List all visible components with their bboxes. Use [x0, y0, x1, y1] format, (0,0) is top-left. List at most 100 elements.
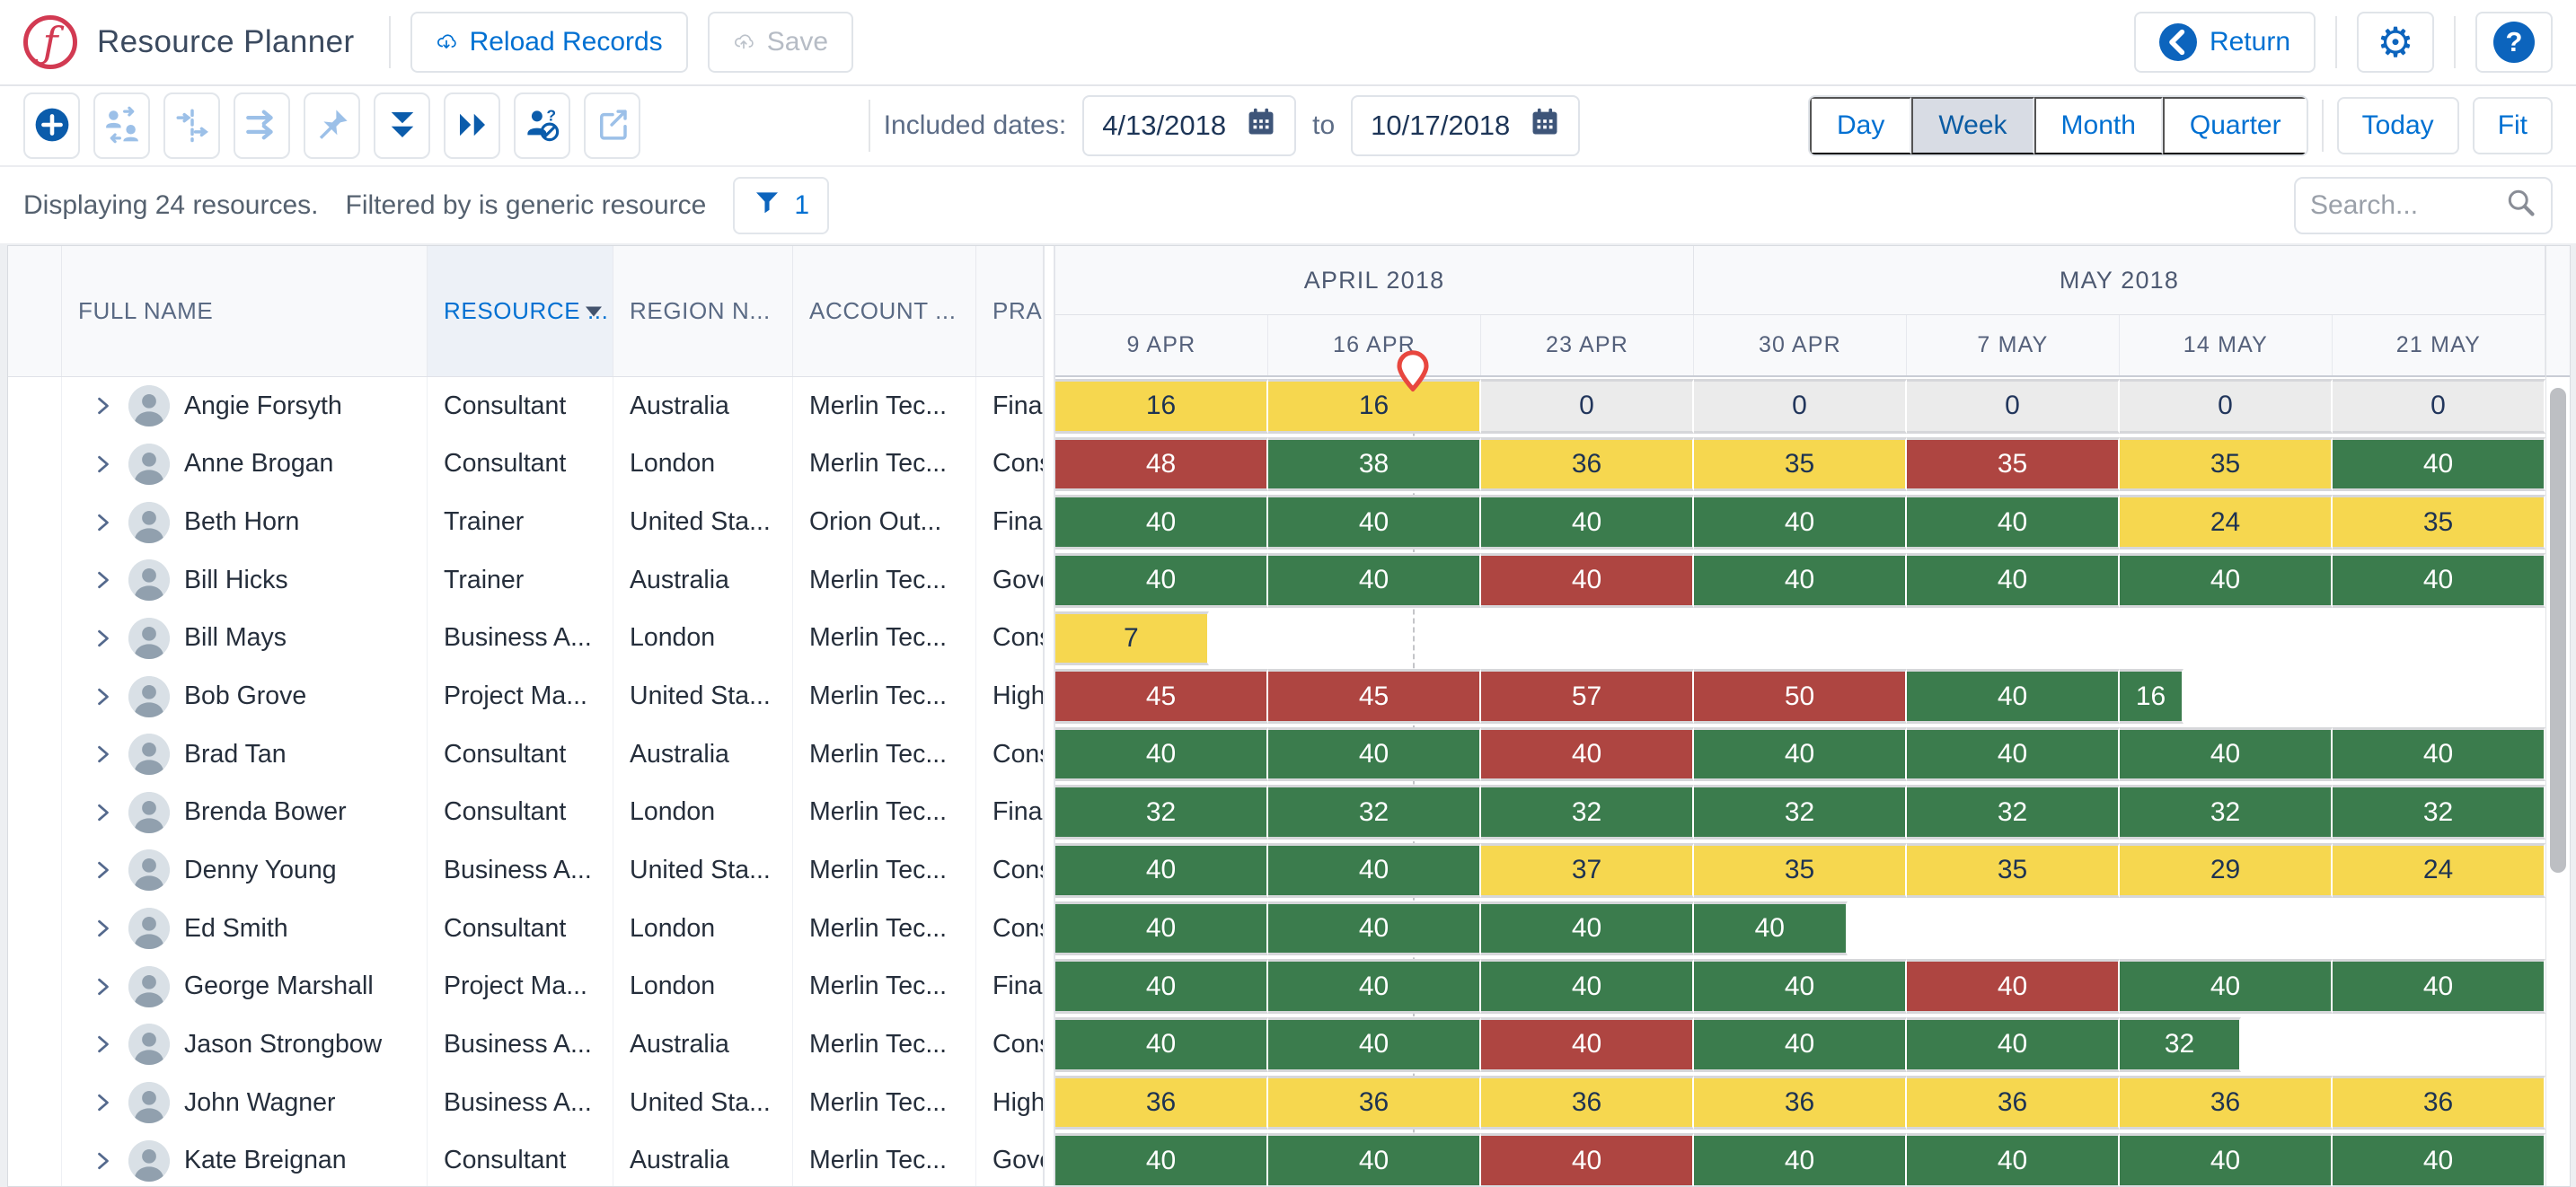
reload-records-button[interactable]: Reload Records: [410, 12, 688, 73]
allocation-cell[interactable]: 36: [1481, 1075, 1694, 1130]
scroll-next-button[interactable]: [444, 92, 500, 159]
allocation-cell[interactable]: 40: [1481, 552, 1694, 608]
allocation-cell[interactable]: 32: [2120, 785, 2333, 840]
allocation-cell[interactable]: 40: [1055, 1017, 1268, 1072]
date-to-input[interactable]: 10/17/2018: [1351, 95, 1581, 156]
expand-chevron-icon[interactable]: [93, 976, 114, 998]
allocation-cell[interactable]: 0: [2333, 379, 2545, 434]
resource-name-cell[interactable]: John Wagner: [62, 1073, 428, 1132]
allocation-cell[interactable]: 37: [1481, 843, 1694, 898]
panel-splitter[interactable]: [1043, 246, 1055, 1186]
zoom-option-day[interactable]: Day: [1810, 97, 1912, 154]
allocation-cell[interactable]: 40: [1907, 495, 2120, 550]
expand-chevron-icon[interactable]: [93, 569, 114, 591]
allocation-cell[interactable]: 40: [1907, 1133, 2120, 1186]
fit-button[interactable]: Fit: [2472, 97, 2554, 154]
resource-name-cell[interactable]: Beth Horn: [62, 493, 428, 551]
allocation-cell[interactable]: 40: [1694, 1133, 1907, 1186]
filter-button[interactable]: 1: [733, 176, 830, 234]
allocation-cell[interactable]: 40: [1268, 843, 1481, 898]
allocation-cell[interactable]: 35: [2333, 495, 2545, 550]
allocation-cell[interactable]: 24: [2333, 843, 2545, 898]
expand-chevron-icon[interactable]: [93, 802, 114, 823]
allocation-cell[interactable]: 0: [1907, 379, 2120, 434]
resource-name-cell[interactable]: Denny Young: [62, 841, 428, 900]
allocation-cell[interactable]: 24: [2120, 495, 2333, 550]
expand-chevron-icon[interactable]: [93, 512, 114, 533]
allocation-cell[interactable]: 35: [1907, 843, 2120, 898]
resource-name-cell[interactable]: Jason Strongbow: [62, 1016, 428, 1074]
expand-chevron-icon[interactable]: [93, 628, 114, 649]
allocation-cell[interactable]: 32: [1694, 785, 1907, 840]
allocation-cell[interactable]: 50: [1694, 669, 1907, 724]
allocation-cell[interactable]: 36: [2120, 1075, 2333, 1130]
allocation-cell[interactable]: 40: [2333, 552, 2545, 608]
allocation-cell[interactable]: 57: [1481, 669, 1694, 724]
allocation-cell[interactable]: 0: [1481, 379, 1694, 434]
allocation-cell[interactable]: 40: [1055, 843, 1268, 898]
resource-name-cell[interactable]: Angie Forsyth: [62, 377, 428, 435]
resource-name-cell[interactable]: Ed Smith: [62, 899, 428, 958]
allocation-cell[interactable]: 40: [1055, 726, 1268, 782]
search-icon[interactable]: [2504, 186, 2536, 225]
allocation-cell[interactable]: 45: [1055, 669, 1268, 724]
allocation-cell[interactable]: 40: [1481, 959, 1694, 1015]
allocation-cell[interactable]: 40: [1268, 552, 1481, 608]
allocation-cell[interactable]: 32: [2333, 785, 2545, 840]
allocation-cell[interactable]: 40: [2120, 959, 2333, 1015]
allocation-cell[interactable]: 40: [1907, 1017, 2120, 1072]
expand-chevron-icon[interactable]: [93, 453, 114, 475]
allocation-cell[interactable]: 0: [2120, 379, 2333, 434]
resource-name-cell[interactable]: Kate Breignan: [62, 1131, 428, 1186]
allocation-cell[interactable]: 40: [1694, 901, 1848, 956]
expand-chevron-icon[interactable]: [93, 1033, 114, 1055]
allocation-cell[interactable]: 16: [1268, 379, 1481, 434]
allocation-cell[interactable]: 40: [1481, 495, 1694, 550]
open-external-button[interactable]: [584, 92, 640, 159]
pin-assignment-button[interactable]: [304, 92, 360, 159]
resource-name-cell[interactable]: Bob Grove: [62, 667, 428, 725]
resource-name-cell[interactable]: Brenda Bower: [62, 783, 428, 842]
allocation-cell[interactable]: 40: [1481, 901, 1694, 956]
allocation-cell[interactable]: 40: [1481, 726, 1694, 782]
expand-chevron-icon[interactable]: [93, 918, 114, 939]
allocation-cell[interactable]: 40: [1694, 552, 1907, 608]
allocation-cell[interactable]: 29: [2120, 843, 2333, 898]
allocation-cell[interactable]: 38: [1268, 436, 1481, 492]
allocation-cell[interactable]: 40: [2333, 1133, 2545, 1186]
allocation-cell[interactable]: 35: [1694, 843, 1907, 898]
allocation-cell[interactable]: 40: [1694, 726, 1907, 782]
allocation-cell[interactable]: 40: [1907, 552, 2120, 608]
allocation-cell[interactable]: 35: [2120, 436, 2333, 492]
allocation-cell[interactable]: 36: [1055, 1075, 1268, 1130]
allocation-cell[interactable]: 40: [2333, 436, 2545, 492]
expand-chevron-icon[interactable]: [93, 859, 114, 881]
allocation-cell[interactable]: 40: [1481, 1133, 1694, 1186]
allocation-cell[interactable]: 40: [1055, 552, 1268, 608]
allocation-cell[interactable]: 40: [1907, 726, 2120, 782]
allocation-cell[interactable]: 36: [1907, 1075, 2120, 1130]
move-assignment-button[interactable]: [234, 92, 290, 159]
practice-column-header[interactable]: PRACTI: [992, 297, 1043, 324]
resource-name-cell[interactable]: Brad Tan: [62, 725, 428, 784]
account-column-header[interactable]: ACCOUNT ...: [793, 246, 976, 376]
allocation-cell[interactable]: 36: [1481, 436, 1694, 492]
allocation-cell[interactable]: 35: [1694, 436, 1907, 492]
today-button[interactable]: Today: [2336, 97, 2459, 154]
allocation-cell[interactable]: 40: [2120, 1133, 2333, 1186]
allocation-cell[interactable]: 40: [1268, 901, 1481, 956]
allocation-cell[interactable]: 40: [1268, 1017, 1481, 1072]
allocation-cell[interactable]: 40: [1268, 959, 1481, 1015]
resource-name-cell[interactable]: Anne Brogan: [62, 435, 428, 494]
date-from-input[interactable]: 4/13/2018: [1082, 95, 1297, 156]
allocation-cell[interactable]: 16: [2120, 669, 2184, 724]
allocation-cell[interactable]: 32: [2120, 1017, 2242, 1072]
zoom-option-quarter[interactable]: Quarter: [2162, 97, 2307, 154]
zoom-option-month[interactable]: Month: [2033, 97, 2163, 154]
toggle-unavailable-resources-button[interactable]: ?: [514, 92, 570, 159]
allocation-cell[interactable]: 32: [1907, 785, 2120, 840]
allocation-cell[interactable]: 40: [1694, 495, 1907, 550]
resource-name-cell[interactable]: Bill Hicks: [62, 550, 428, 610]
allocation-cell[interactable]: 40: [2120, 726, 2333, 782]
expand-chevron-icon[interactable]: [93, 743, 114, 765]
